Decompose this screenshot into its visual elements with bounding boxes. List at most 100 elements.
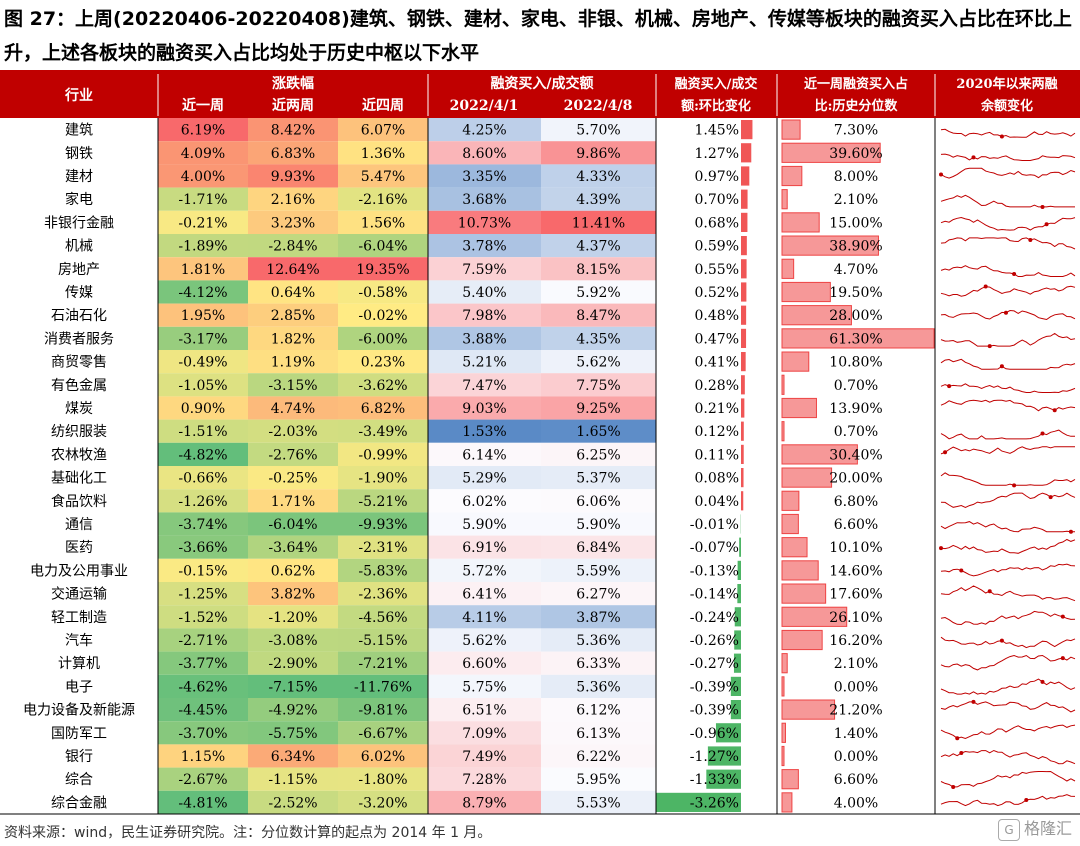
value-w4: 6.82% — [361, 401, 405, 417]
heat-cell-w4 — [338, 234, 428, 258]
value-d1: 6.02% — [462, 494, 506, 510]
value-w1: 1.81% — [181, 262, 225, 278]
industry-label: 房地产 — [58, 262, 100, 278]
value-w1: 1.15% — [181, 749, 225, 765]
pct-value: 19.50% — [829, 285, 882, 301]
mom-value: 0.41% — [695, 355, 739, 371]
value-w1: 6.19% — [181, 123, 225, 139]
balance-marker — [1040, 679, 1045, 684]
heat-cell-w1 — [158, 744, 248, 768]
balance-sparkline — [940, 429, 1075, 440]
pct-value: 8.00% — [834, 169, 878, 185]
balance-sparkline — [940, 678, 1076, 695]
industry-label: 建材 — [65, 169, 93, 185]
header-week1: 近一周 — [182, 97, 224, 114]
value-w1: 1.95% — [181, 308, 225, 324]
value-d2: 5.92% — [576, 285, 620, 301]
balance-sparkline — [940, 701, 1076, 713]
industry-label: 机械 — [65, 239, 93, 255]
industry-label: 纺织服装 — [51, 424, 107, 440]
value-w1: -3.74% — [178, 517, 227, 533]
pct-value: 7.30% — [834, 123, 878, 139]
heat-cell-w1 — [158, 373, 248, 397]
value-w2: 3.23% — [271, 215, 315, 231]
value-w1: -2.71% — [178, 633, 227, 649]
header-week2: 近两周 — [272, 97, 314, 114]
ratio-cell-d1 — [428, 466, 541, 490]
value-d1: 6.41% — [462, 587, 506, 603]
industry-label: 电力设备及新能源 — [23, 702, 135, 719]
header-balance-line1: 2020年以来两融 — [956, 76, 1057, 92]
value-d1: 5.29% — [462, 471, 506, 487]
value-w2: -2.84% — [268, 239, 317, 255]
heat-cell-w4 — [338, 187, 428, 211]
balance-marker — [959, 568, 964, 573]
mom-bar — [656, 792, 741, 812]
balance-marker — [955, 736, 960, 741]
value-d1: 5.21% — [462, 355, 506, 371]
value-d2: 8.15% — [576, 262, 620, 278]
heat-cell-w4 — [338, 674, 428, 698]
value-d2: 1.65% — [576, 424, 620, 440]
mom-value: 0.28% — [695, 378, 739, 394]
heat-cell-w2 — [248, 790, 338, 814]
value-d2: 6.25% — [576, 447, 620, 463]
value-w1: -4.45% — [178, 703, 227, 719]
value-w1: -0.21% — [178, 215, 227, 231]
ratio-cell-d2 — [541, 141, 656, 165]
balance-sparkline — [940, 446, 1075, 455]
balance-sparkline — [940, 521, 1075, 533]
source-note: 资料来源：wind，民生证券研究院。注：分位数计算的起点为 2014 年 1 月… — [4, 825, 492, 841]
value-w1: -3.70% — [178, 726, 227, 742]
value-d1: 7.09% — [462, 726, 506, 742]
mom-value: 0.21% — [695, 401, 739, 417]
value-w2: -1.20% — [268, 610, 317, 626]
mom-value: -0.26% — [690, 633, 739, 649]
mom-bar — [741, 143, 752, 163]
heat-cell-w2 — [248, 605, 338, 629]
industry-label: 轻工制造 — [51, 610, 107, 626]
heat-cell-w2 — [248, 535, 338, 559]
pct-bar — [782, 143, 881, 163]
industry-label: 电力及公用事业 — [30, 563, 128, 579]
ratio-cell-d1 — [428, 141, 541, 165]
value-w2: -2.52% — [268, 795, 317, 811]
header-ratio-group: 融资买入/成交额 — [490, 75, 593, 92]
pct-bar — [782, 444, 858, 464]
mom-value: -0.96% — [690, 726, 739, 742]
ratio-cell-d2 — [541, 744, 656, 768]
pct-value: 28.00% — [829, 308, 882, 324]
heat-cell-w1 — [158, 303, 248, 327]
heat-cell-w2 — [248, 582, 338, 606]
mom-bar — [715, 723, 741, 743]
value-w4: -0.99% — [358, 447, 407, 463]
heat-cell-w1 — [158, 512, 248, 536]
mom-bar — [737, 560, 741, 580]
value-w4: -6.04% — [358, 239, 407, 255]
mom-bar — [741, 352, 746, 372]
heat-cell-w2 — [248, 489, 338, 513]
value-d1: 3.78% — [462, 239, 506, 255]
balance-marker — [971, 699, 976, 704]
value-d1: 7.28% — [462, 772, 506, 788]
heat-cell-w1 — [158, 558, 248, 582]
pct-bar — [782, 352, 809, 372]
value-w2: -6.04% — [268, 517, 317, 533]
industry-label: 通信 — [65, 517, 93, 533]
mom-value: 0.68% — [695, 215, 739, 231]
pct-value: 6.60% — [834, 517, 878, 533]
ratio-cell-d1 — [428, 605, 541, 629]
ratio-cell-d2 — [541, 326, 656, 350]
heat-cell-w2 — [248, 466, 338, 490]
watermark-logo-icon: G — [997, 818, 1020, 841]
balance-marker — [959, 751, 964, 756]
ratio-cell-d1 — [428, 257, 541, 281]
heat-cell-w1 — [158, 141, 248, 165]
ratio-cell-d2 — [541, 790, 656, 814]
balance-sparkline — [940, 654, 1076, 671]
balance-sparkline — [940, 216, 1076, 231]
mom-bar — [741, 398, 745, 418]
value-w2: 9.93% — [271, 169, 315, 185]
balance-marker — [1048, 495, 1053, 500]
pct-value: 0.00% — [834, 749, 878, 765]
